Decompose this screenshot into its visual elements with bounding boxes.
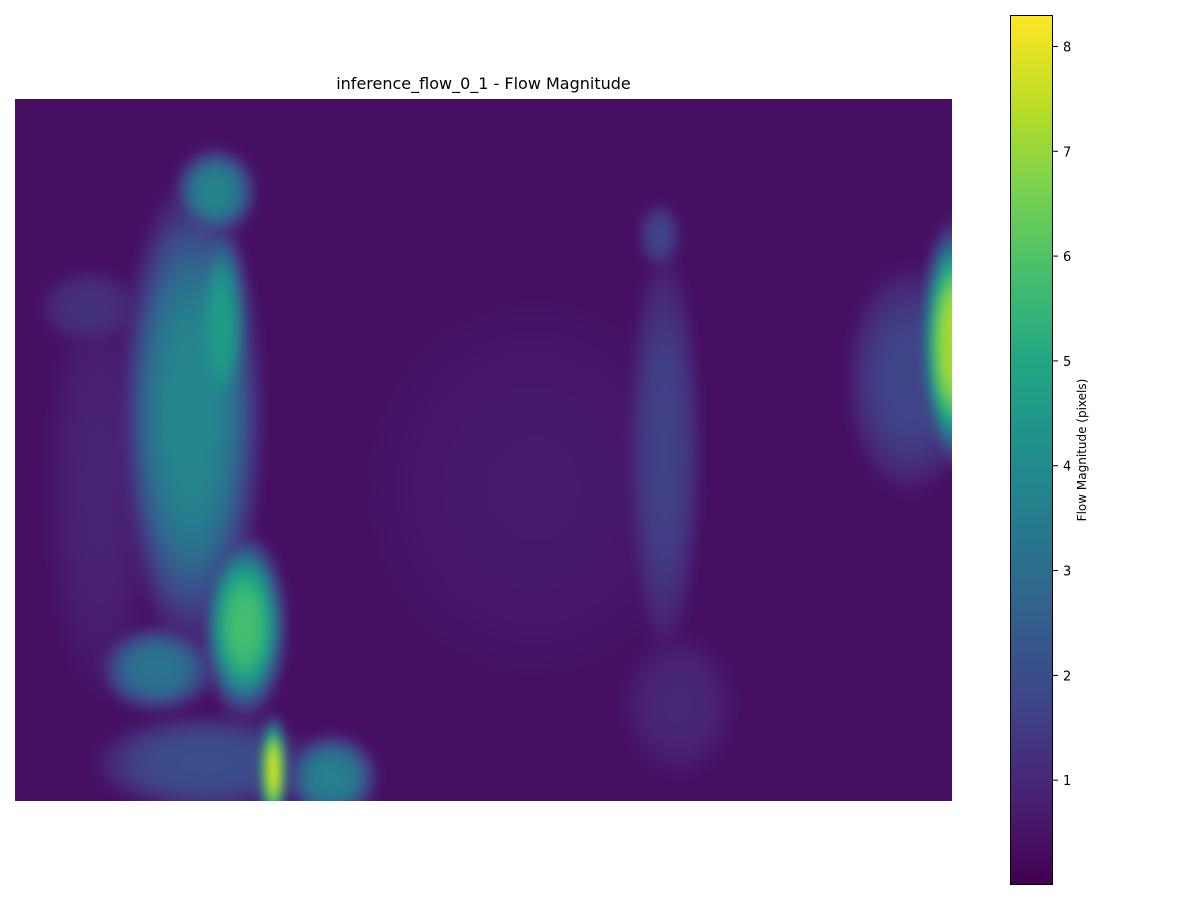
colorbar-label: Flow Magnitude (pixels)	[1075, 378, 1089, 522]
colorbar-tick-label: 4	[1063, 460, 1071, 475]
colorbar-tick-label: 1	[1063, 774, 1071, 789]
colorbar-tick-label: 5	[1063, 355, 1071, 370]
chart-title: inference_flow_0_1 - Flow Magnitude	[336, 74, 631, 93]
colorbar-tick-label: 8	[1063, 40, 1071, 55]
colorbar-tick-label: 6	[1063, 250, 1071, 265]
heatmap-plot-area	[15, 99, 952, 801]
colorbar-tick-label: 3	[1063, 565, 1071, 580]
colorbar-ticks: 1 2 3 4 5 6 7 8	[1053, 40, 1071, 789]
flow-magnitude-heatmap	[15, 99, 952, 801]
colorbar-tick-label: 2	[1063, 669, 1071, 684]
colorbar-tick-label: 7	[1063, 145, 1071, 160]
colorbar-gradient	[1010, 15, 1053, 885]
